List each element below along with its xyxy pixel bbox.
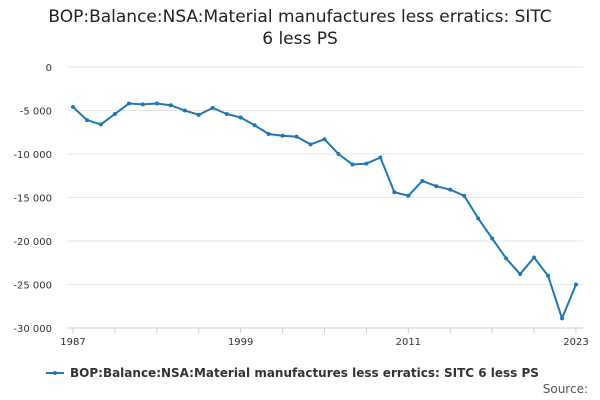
data-point[interactable] [560,316,565,321]
data-point[interactable] [420,178,425,183]
y-tick-label: -25 000 [13,281,52,292]
grid-lines [67,66,583,285]
chart-title: BOP:Balance:NSA:Material manufactures le… [0,6,600,50]
data-point[interactable] [392,190,397,195]
data-point[interactable] [518,272,523,277]
data-point[interactable] [98,122,103,127]
y-tick-label: -20 000 [13,237,52,248]
y-tick-label: -30 000 [13,324,52,335]
data-point[interactable] [378,155,383,160]
data-point[interactable] [182,108,187,113]
x-axis: 1987 1999 2011 2023 [60,327,589,348]
x-tick-label: 2023 [563,337,588,348]
data-point[interactable] [140,102,145,107]
data-point[interactable] [280,133,285,138]
data-point[interactable] [196,112,201,117]
legend-label: BOP:Balance:NSA:Material manufactures le… [70,366,539,380]
source-label: Source: [542,382,588,396]
y-tick-label: -5 000 [20,107,52,118]
data-point[interactable] [406,193,411,198]
data-point[interactable] [266,131,271,136]
data-point[interactable] [574,282,578,287]
data-point[interactable] [336,152,341,156]
data-point[interactable] [434,184,439,189]
data-point[interactable] [490,236,495,241]
y-tick-label: 0 [46,63,52,74]
data-point[interactable] [154,101,159,106]
data-point[interactable] [126,101,131,106]
data-point[interactable] [224,111,229,116]
x-tick-label: 2011 [396,337,421,348]
series-layer [71,101,578,321]
data-point[interactable] [168,103,173,108]
data-point[interactable] [71,105,75,110]
data-point[interactable] [252,123,257,128]
y-axis-ticks: 0 -5 000 -10 000 -15 000 -20 000 -25 000 -30 0… [13,63,52,335]
series-line [72,102,577,320]
y-tick-label: -10 000 [13,150,52,161]
x-tick-label: 1987 [60,337,85,348]
data-point[interactable] [112,111,117,116]
legend[interactable]: BOP:Balance:NSA:Material manufactures le… [46,366,539,380]
data-point[interactable] [546,273,551,278]
data-point[interactable] [476,216,481,221]
data-point[interactable] [238,115,243,120]
data-point[interactable] [350,162,355,167]
chart-title-line-2: 6 less PS [262,29,338,49]
chart-title-line-1: BOP:Balance:NSA:Material manufactures le… [48,7,552,27]
data-point[interactable] [84,118,89,123]
data-point[interactable] [448,187,453,192]
data-point[interactable] [462,193,467,198]
y-tick-label: -15 000 [13,194,52,205]
x-tick-label: 1999 [228,337,253,348]
data-point[interactable] [504,256,509,261]
data-point[interactable] [294,134,299,139]
legend-swatch-icon [46,367,64,379]
data-point[interactable] [532,255,537,260]
data-point[interactable] [364,161,369,166]
data-point[interactable] [322,137,327,142]
data-point[interactable] [308,142,313,147]
data-point[interactable] [210,105,215,110]
